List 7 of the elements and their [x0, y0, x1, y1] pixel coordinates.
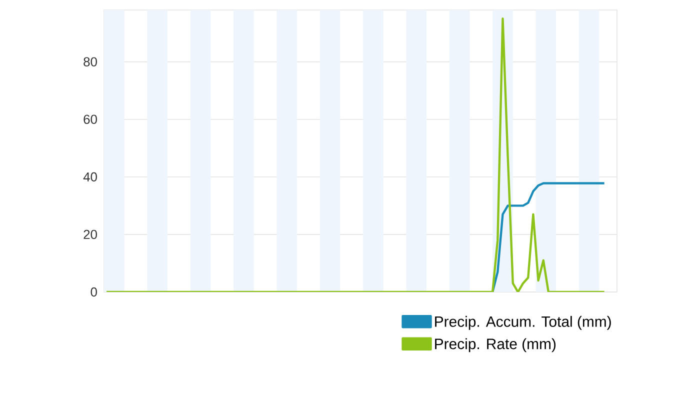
y-tick-label: 60 — [84, 114, 97, 124]
y-tick-label: 40 — [83, 172, 97, 182]
y-tick-label: 20 — [84, 230, 97, 240]
y-tick-label: 80 — [84, 57, 97, 66]
legend-label: Precip. Accum. Total (mm) — [435, 316, 611, 330]
y-tick-label: 0 — [90, 287, 97, 297]
legend-label: Precip. Rate (mm) — [435, 338, 556, 352]
